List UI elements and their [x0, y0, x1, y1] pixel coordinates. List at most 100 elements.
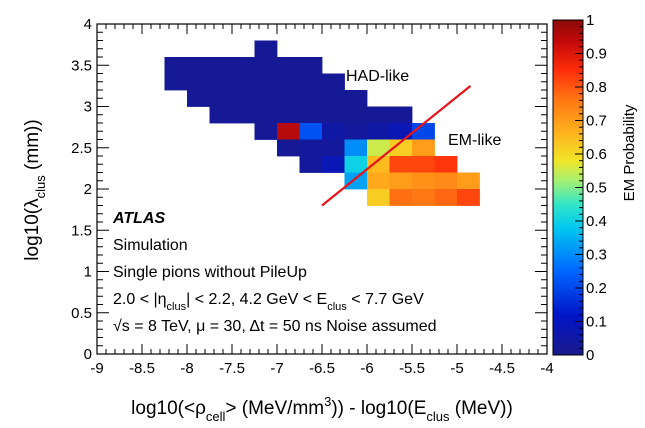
y-tick-label: 3 — [84, 99, 92, 116]
heatmap-cell — [344, 139, 368, 157]
y-axis: 0 0.5 1 1.5 2 2.5 3 3.5 4 — [71, 16, 547, 363]
heatmap-cell — [322, 123, 345, 140]
y-tick-label: 1 — [84, 264, 92, 281]
heatmap-cell — [344, 172, 368, 190]
heatmap-cell — [277, 73, 300, 91]
y-tick-label: 2 — [84, 181, 92, 198]
heatmap-cell — [299, 90, 323, 107]
heatmap-cell — [457, 189, 480, 206]
heatmap-cell — [367, 156, 390, 173]
x-tick-label: -6.5 — [309, 360, 335, 377]
separator-line — [321, 85, 472, 207]
heatmap-cell — [209, 106, 233, 124]
heatmap-cell — [344, 156, 368, 173]
heatmap-cell — [389, 189, 413, 206]
atlas-simulation: Simulation — [113, 237, 188, 254]
heatmap-cell — [187, 73, 210, 91]
color-bar-axis: 0 0.1 0.2 0.3 0.4 0.5 0.6 0.7 0.8 0.9 1 — [575, 12, 607, 364]
atlas-sample: Single pions without PileUp — [113, 264, 307, 281]
heatmap-cell — [367, 106, 390, 124]
z-tick-label: 0 — [586, 347, 594, 364]
heatmap-cell — [232, 106, 255, 124]
color-bar-label: EM Probability — [621, 104, 638, 201]
z-tick-label: 0.7 — [586, 113, 607, 130]
heatmap-cell — [299, 73, 323, 91]
heatmap-cell — [322, 106, 345, 124]
heatmap-cell — [457, 172, 480, 190]
heatmap-cell — [389, 139, 413, 157]
heatmap-cell — [389, 123, 413, 140]
y-tick-label: 3.5 — [71, 57, 92, 74]
heatmap-cell — [277, 57, 300, 74]
heatmap-cell — [254, 106, 278, 124]
heatmap-cell — [299, 57, 323, 74]
x-tick-label: -4 — [540, 360, 553, 377]
heatmap-cell — [254, 90, 278, 107]
y-tick-label: 4 — [84, 16, 92, 33]
heatmap-cell — [277, 123, 300, 140]
y-tick-label: 1.5 — [71, 222, 92, 239]
x-axis: -9 -8.5 -8 -7.5 -7 -6.5 -6 -5.5 -5 -4.5 -4 — [90, 24, 554, 377]
y-axis-title: log10(λclus (mm)) — [22, 119, 48, 260]
heatmap-cell — [277, 90, 300, 107]
atlas-brand: ATLAS — [112, 210, 165, 227]
y-tick-label: 0 — [84, 346, 92, 363]
z-tick-label: 0.9 — [586, 46, 607, 63]
heatmap-cell — [367, 189, 390, 206]
x-tick-label: -4.5 — [489, 360, 515, 377]
z-tick-label: 0.8 — [586, 79, 607, 96]
heatmap-cell — [187, 57, 210, 74]
z-tick-label: 0.3 — [586, 247, 607, 264]
heatmap-cell — [434, 172, 458, 190]
heatmap-cell — [344, 106, 368, 124]
atlas-conditions: √s = 8 TeV, μ = 30, Δt = 50 ns Noise ass… — [113, 318, 437, 335]
heatmap-cell — [434, 156, 458, 173]
heatmap-cell — [164, 57, 188, 74]
heatmap-cell — [277, 106, 300, 124]
heatmap-cell — [367, 172, 390, 190]
z-tick-label: 0.6 — [586, 146, 607, 163]
heatmap-cell — [367, 139, 390, 157]
heatmap-cell — [254, 73, 278, 91]
heatmap-cell — [389, 156, 413, 173]
heatmap-cell — [254, 57, 278, 74]
z-tick-label: 1 — [586, 12, 594, 29]
heatmap-cell — [389, 172, 413, 190]
heatmap-cell — [412, 189, 435, 206]
heatmap-cell — [412, 139, 435, 157]
y-tick-label: 0.5 — [71, 305, 92, 322]
em-like-label: EM-like — [448, 132, 501, 149]
heatmap-cell — [299, 123, 323, 140]
heatmap-cell — [299, 106, 323, 124]
heatmap-cell — [299, 156, 323, 173]
heatmap-cell — [164, 73, 188, 91]
heatmap-cell — [344, 90, 368, 107]
heatmap-cell — [344, 123, 368, 140]
heatmap-cell — [232, 57, 255, 74]
z-tick-label: 0.1 — [586, 314, 607, 331]
heatmap-cell — [232, 90, 255, 107]
x-tick-label: -5.5 — [399, 360, 425, 377]
heatmap-cell — [412, 172, 435, 190]
heatmap-cell — [434, 189, 458, 206]
heatmap-cell — [254, 123, 278, 140]
z-tick-label: 0.5 — [586, 180, 607, 197]
heatmap-cell — [322, 156, 345, 173]
heatmap-cell — [209, 57, 233, 74]
heatmap-cell — [299, 139, 323, 157]
heatmap-cell — [322, 139, 345, 157]
z-tick-label: 0.4 — [586, 213, 607, 230]
heatmap-cell — [232, 73, 255, 91]
heatmap-cell — [209, 73, 233, 91]
heatmap-cell — [322, 90, 345, 107]
x-tick-label: -5 — [450, 360, 463, 377]
x-axis-title: log10(<ρcell> (MeV/mm3)) - log10(Eclus (… — [131, 394, 513, 424]
heatmap-cell — [187, 90, 210, 107]
z-tick-label: 0.2 — [586, 280, 607, 297]
heatmap-cell — [277, 139, 300, 157]
heatmap-cell — [367, 123, 390, 140]
had-like-label: HAD-like — [346, 68, 409, 85]
x-tick-label: -9 — [90, 360, 103, 377]
heatmap-cell — [322, 73, 345, 91]
x-tick-label: -7 — [270, 360, 283, 377]
